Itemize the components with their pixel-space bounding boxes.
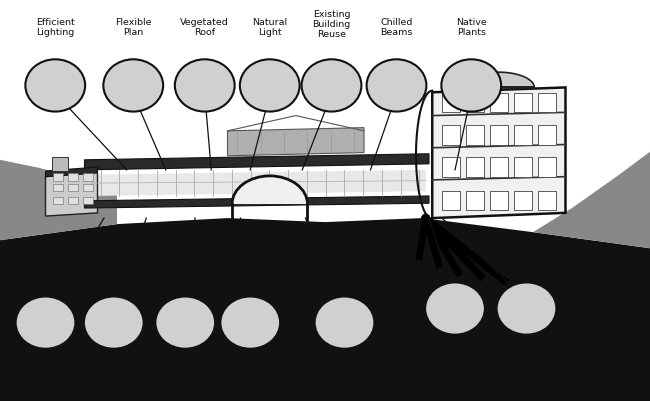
Bar xyxy=(490,94,508,113)
Bar xyxy=(83,184,93,192)
Bar xyxy=(442,158,460,177)
Bar xyxy=(68,184,78,192)
Bar xyxy=(538,158,556,177)
Text: Chilled
Beams: Chilled Beams xyxy=(380,18,413,37)
Bar xyxy=(442,94,460,113)
Text: High
Performance
Facade: High Performance Facade xyxy=(15,350,76,379)
Text: Radiant
Slab: Radiant Slab xyxy=(96,360,132,379)
Polygon shape xyxy=(91,170,426,196)
Ellipse shape xyxy=(155,297,215,349)
Bar xyxy=(490,191,508,211)
Text: Flexible
Plan: Flexible Plan xyxy=(115,18,151,37)
Polygon shape xyxy=(84,154,429,170)
Text: Efficient
Lighting: Efficient Lighting xyxy=(36,18,75,37)
Ellipse shape xyxy=(302,60,361,112)
Polygon shape xyxy=(46,168,98,177)
Ellipse shape xyxy=(315,297,374,349)
Bar xyxy=(83,197,93,205)
Bar xyxy=(538,191,556,211)
Bar xyxy=(538,126,556,145)
Polygon shape xyxy=(46,173,98,217)
Polygon shape xyxy=(227,128,364,156)
Bar xyxy=(442,126,460,145)
Bar xyxy=(466,158,484,177)
Polygon shape xyxy=(232,176,307,205)
Text: Recycled
Steel: Recycled Steel xyxy=(323,360,366,379)
Ellipse shape xyxy=(16,297,75,349)
Ellipse shape xyxy=(220,297,280,349)
Bar xyxy=(514,94,532,113)
Ellipse shape xyxy=(175,60,235,112)
Bar xyxy=(83,174,93,181)
Bar xyxy=(68,197,78,205)
Polygon shape xyxy=(463,73,534,88)
Polygon shape xyxy=(84,196,429,209)
Bar xyxy=(538,94,556,113)
Bar xyxy=(466,191,484,211)
Text: Lakesource
Cooling: Lakesource Cooling xyxy=(500,360,553,379)
Text: Bicycle
Parking: Bicycle Parking xyxy=(233,360,268,379)
Bar xyxy=(514,126,532,145)
Ellipse shape xyxy=(103,60,163,112)
Polygon shape xyxy=(432,88,566,219)
Bar xyxy=(68,174,78,181)
Text: Vegetated
Roof: Vegetated Roof xyxy=(181,18,229,37)
Ellipse shape xyxy=(425,283,485,335)
Bar xyxy=(442,191,460,211)
Text: Natural
Light: Natural Light xyxy=(252,18,287,37)
Polygon shape xyxy=(0,219,650,401)
Ellipse shape xyxy=(25,60,85,112)
Polygon shape xyxy=(533,152,650,249)
Polygon shape xyxy=(0,160,117,241)
Text: Existing
Building
Reuse: Existing Building Reuse xyxy=(313,10,350,39)
Text: Integrated
Public
Transport: Integrated Public Transport xyxy=(161,350,210,379)
Text: Native
Plants: Native Plants xyxy=(456,18,487,37)
Ellipse shape xyxy=(240,60,300,112)
Ellipse shape xyxy=(441,60,501,112)
Bar xyxy=(52,158,68,172)
Ellipse shape xyxy=(84,297,144,349)
Ellipse shape xyxy=(497,283,556,335)
Bar xyxy=(53,197,63,205)
Bar xyxy=(490,158,508,177)
Bar xyxy=(466,126,484,145)
Bar xyxy=(514,191,532,211)
Bar xyxy=(490,126,508,145)
Text: University
Cogeneration
Plant: University Cogeneration Plant xyxy=(423,350,487,379)
Bar xyxy=(514,158,532,177)
Bar xyxy=(53,184,63,192)
Ellipse shape xyxy=(367,60,426,112)
Bar xyxy=(466,94,484,113)
Bar xyxy=(53,174,63,181)
